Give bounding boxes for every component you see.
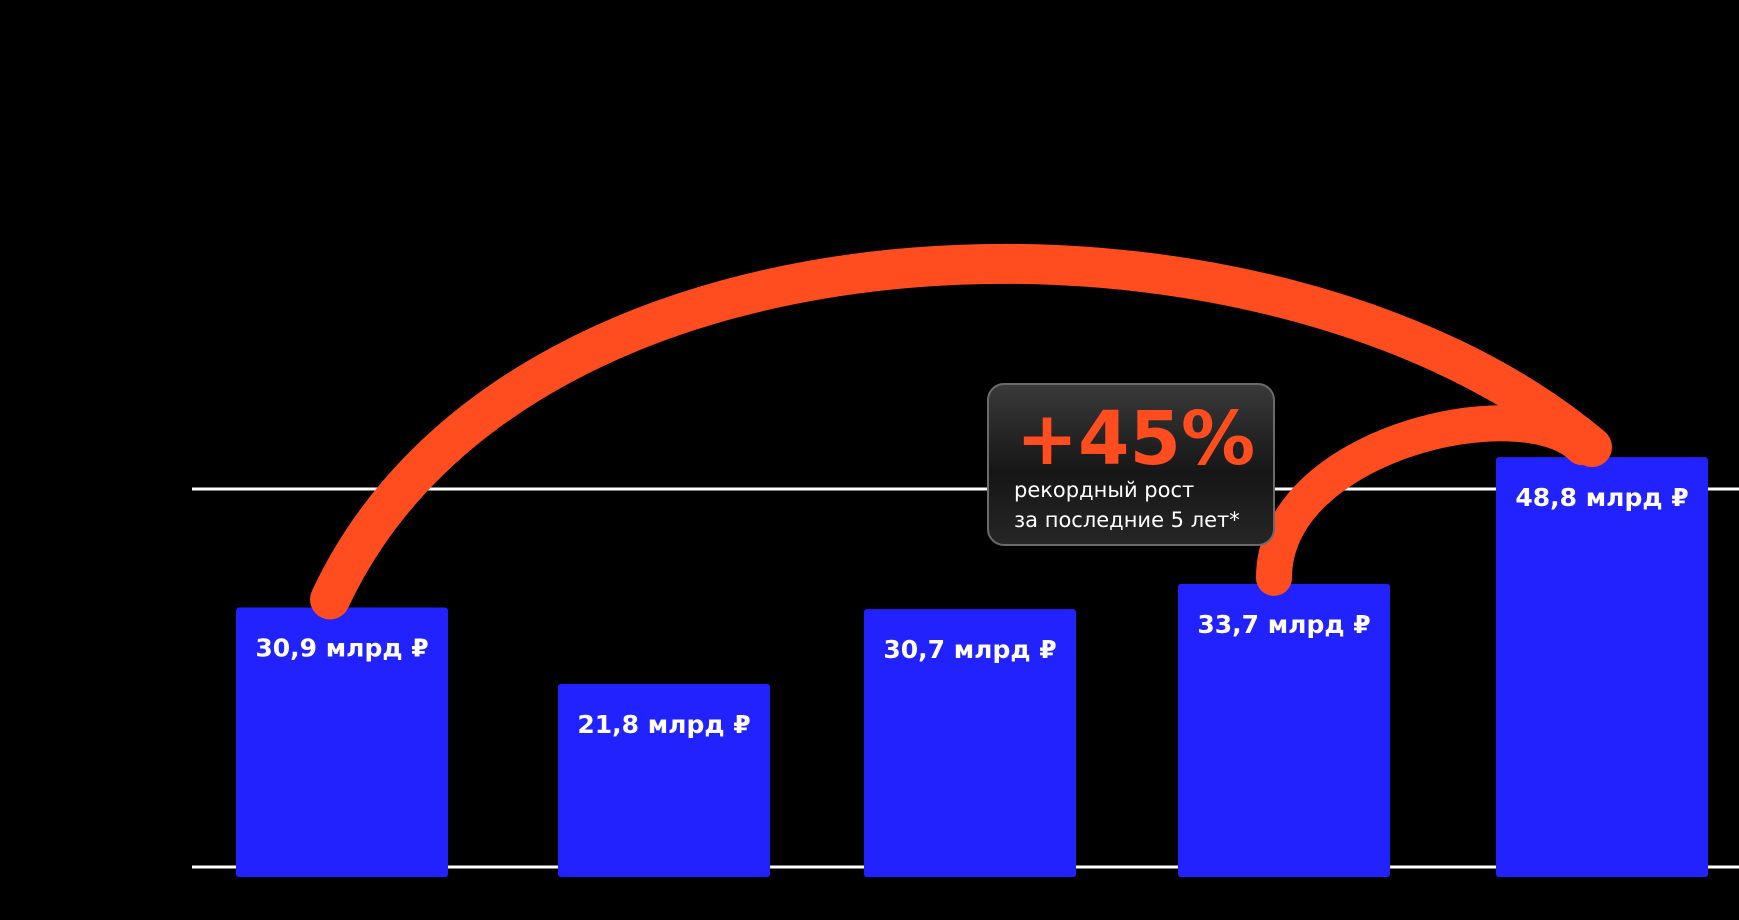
data-label: 33,7 млрд ₽: [1197, 610, 1370, 639]
bar: [558, 683, 770, 877]
bar: [236, 607, 448, 877]
bar: [1496, 457, 1708, 877]
growth-callout: +45% рекордный рост за последние 5 лет*: [987, 383, 1275, 546]
bar: [864, 609, 1076, 877]
data-label: 30,9 млрд ₽: [255, 633, 428, 662]
growth-arc-secondary: [1256, 405, 1600, 596]
growth-arcs: [310, 243, 1612, 620]
bars: [236, 457, 1708, 877]
callout-box: [987, 383, 1275, 546]
callout-text-line1: рекордный рост: [1014, 478, 1194, 502]
data-labels: 30,9 млрд ₽ 21,8 млрд ₽ 30,7 млрд ₽ 33,7 мл…: [255, 483, 1688, 739]
callout-text-line2: за последние 5 лет*: [1014, 508, 1240, 532]
bar: [1178, 583, 1390, 877]
callout-percent: +45%: [1016, 396, 1255, 482]
data-label: 21,8 млрд ₽: [577, 710, 750, 739]
data-label: 48,8 млрд ₽: [1515, 483, 1688, 512]
data-label: 30,7 млрд ₽: [883, 635, 1056, 664]
growth-arc-main: [310, 243, 1612, 620]
